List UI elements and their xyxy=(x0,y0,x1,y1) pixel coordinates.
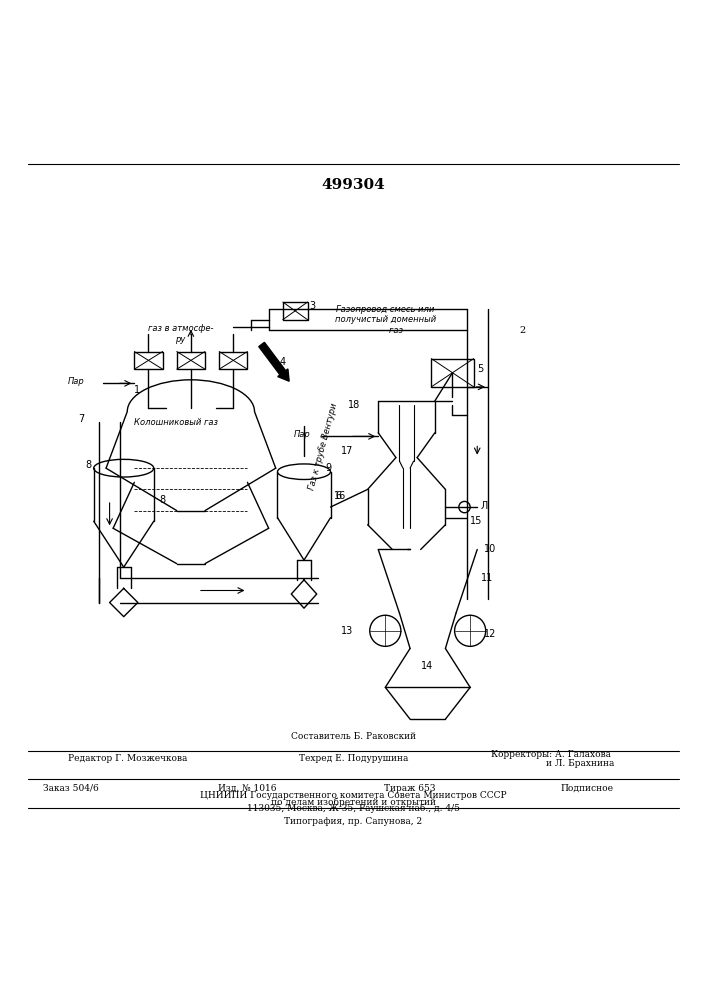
Text: 113035, Москва, Ж-35, Раушская наб., д. 4/5: 113035, Москва, Ж-35, Раушская наб., д. … xyxy=(247,804,460,813)
Text: 3: 3 xyxy=(309,301,315,311)
FancyArrow shape xyxy=(259,342,289,381)
Text: 13: 13 xyxy=(341,626,354,636)
Text: 4: 4 xyxy=(279,357,286,367)
Text: Типография, пр. Сапунова, 2: Типография, пр. Сапунова, 2 xyxy=(284,817,423,826)
Bar xyxy=(134,352,163,369)
Text: 15: 15 xyxy=(470,516,483,526)
Text: 10: 10 xyxy=(484,544,496,554)
Text: ЦНИИПИ Государственного комитета Совета Министров СССР: ЦНИИПИ Государственного комитета Совета … xyxy=(200,791,507,800)
Text: Заказ 504/6: Заказ 504/6 xyxy=(43,784,98,793)
Text: и Л. Брахнина: и Л. Брахнина xyxy=(546,759,614,768)
Text: 9: 9 xyxy=(325,463,332,473)
Bar xyxy=(177,352,205,369)
Text: Составитель Б. Раковский: Составитель Б. Раковский xyxy=(291,732,416,741)
Text: 17: 17 xyxy=(341,446,354,456)
Text: газ в атмосфе-
ру: газ в атмосфе- ру xyxy=(148,324,213,344)
Text: Газопровод смесь или
получистый доменный
        газ: Газопровод смесь или получистый доменный… xyxy=(334,305,436,335)
Text: 6: 6 xyxy=(336,491,342,501)
Text: Техред Е. Подурушина: Техред Е. Подурушина xyxy=(299,754,408,763)
Text: Корректоры: А. Галахова: Корректоры: А. Галахова xyxy=(491,750,612,759)
Text: Пар: Пар xyxy=(68,377,85,386)
Text: Пар: Пар xyxy=(293,430,310,439)
Text: 8: 8 xyxy=(159,495,165,505)
Text: 499304: 499304 xyxy=(322,178,385,192)
Bar xyxy=(219,352,247,369)
Text: Колошниковый газ: Колошниковый газ xyxy=(134,418,218,427)
Text: 16: 16 xyxy=(334,491,346,501)
Text: 1: 1 xyxy=(134,385,141,395)
Text: Газ к трубе Вентури: Газ к трубе Вентури xyxy=(308,402,339,491)
Text: Л: Л xyxy=(481,501,488,511)
Text: 2: 2 xyxy=(520,326,526,335)
Text: 5: 5 xyxy=(477,364,484,374)
Text: Редактор Г. Мозжечкова: Редактор Г. Мозжечкова xyxy=(68,754,187,763)
Text: по делам изобретений и открытий: по делам изобретений и открытий xyxy=(271,797,436,807)
Text: Изд. № 1016: Изд. № 1016 xyxy=(218,784,276,793)
Text: 8: 8 xyxy=(86,460,91,470)
Text: 11: 11 xyxy=(481,573,493,583)
Text: 18: 18 xyxy=(349,400,361,410)
Bar xyxy=(431,359,474,387)
Text: 12: 12 xyxy=(484,629,497,639)
Text: 7: 7 xyxy=(78,414,84,424)
Bar xyxy=(283,302,308,320)
Text: Подписное: Подписное xyxy=(561,784,613,793)
Text: Тираж 653: Тираж 653 xyxy=(385,784,436,793)
Text: 14: 14 xyxy=(421,661,433,671)
